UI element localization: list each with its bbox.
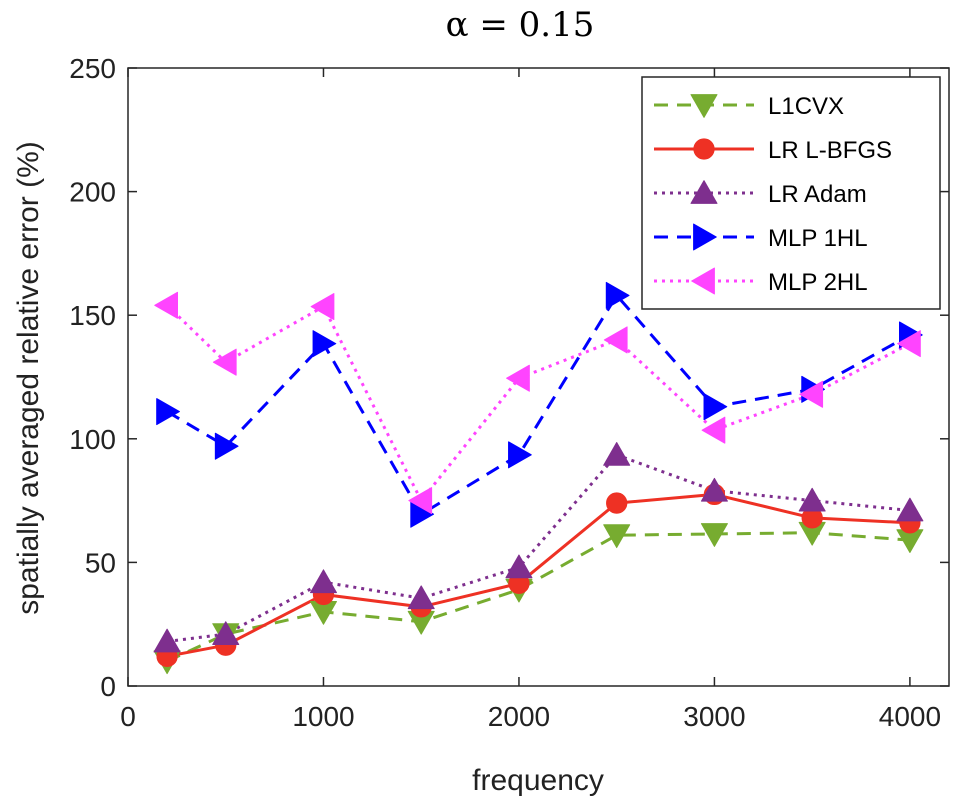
series-line-2 <box>166 453 911 643</box>
legend-label-0: L1CVX <box>768 93 844 120</box>
data-point-4-6 <box>701 416 726 444</box>
x-axis-label: frequency <box>472 764 604 797</box>
data-point-0-5 <box>603 524 631 549</box>
data-point-3-5 <box>605 281 630 309</box>
x-tick-label: 3000 <box>683 701 745 732</box>
data-point-4-5 <box>603 326 628 354</box>
y-axis-label: spatially averaged relative error (%) <box>12 141 45 615</box>
data-point-2-8 <box>896 497 924 522</box>
x-tick-label: 0 <box>120 701 136 732</box>
data-point-4-1 <box>212 348 237 376</box>
data-point-3-1 <box>214 432 239 460</box>
legend-label-3: MLP 1HL <box>768 225 868 252</box>
legend-label-4: MLP 2HL <box>768 269 868 296</box>
series-line-3 <box>166 293 911 516</box>
series-markers <box>153 281 924 675</box>
data-point-4-3 <box>408 487 433 515</box>
chart-title: α = 0.15 <box>446 5 595 45</box>
axes-box <box>127 67 950 687</box>
data-point-2-3 <box>407 585 435 610</box>
legend-box <box>641 76 941 310</box>
y-tick-label: 50 <box>85 547 116 578</box>
legend-marker-3 <box>693 223 717 251</box>
data-point-1-5 <box>606 492 628 514</box>
legend-marker-4 <box>691 267 715 295</box>
data-point-2-2 <box>309 569 337 594</box>
legend-marker-0 <box>690 94 718 118</box>
y-tick-label: 250 <box>69 53 116 84</box>
data-point-3-4 <box>508 441 532 469</box>
y-tick-label: 200 <box>69 177 116 208</box>
data-point-2-4 <box>505 554 533 579</box>
data-point-0-6 <box>700 523 728 547</box>
legend-label-1: LR L-BFGS <box>768 137 892 164</box>
y-tick-label: 100 <box>69 424 116 455</box>
x-tick-label: 1000 <box>292 701 354 732</box>
legend-marker-1 <box>693 138 715 160</box>
axes: 0 1000 2000 3000 4000 0 50 100 150 200 250 <box>69 53 950 732</box>
data-point-2-0 <box>153 628 181 653</box>
y-tick-label: 150 <box>69 300 116 331</box>
data-point-2-7 <box>798 487 826 512</box>
data-point-4-7 <box>799 380 824 408</box>
data-point-4-8 <box>897 330 921 358</box>
data-point-2-6 <box>700 477 728 502</box>
y-tick-label: 0 <box>100 671 116 702</box>
legend-label-2: LR Adam <box>768 181 867 208</box>
data-point-2-1 <box>212 621 240 645</box>
data-point-4-4 <box>506 364 530 392</box>
x-tick-label: 4000 <box>879 701 941 732</box>
data-point-4-2 <box>310 293 335 321</box>
legend: L1CVX LR L-BFGS LR Adam MLP 1HL MLP 2HL <box>641 76 941 310</box>
x-tick-label: 2000 <box>488 701 550 732</box>
data-point-3-0 <box>156 398 180 426</box>
data-point-3-6 <box>703 393 728 421</box>
data-point-2-5 <box>603 442 631 466</box>
data-point-3-2 <box>312 330 337 358</box>
data-point-4-0 <box>154 291 178 319</box>
legend-marker-2 <box>690 180 718 204</box>
